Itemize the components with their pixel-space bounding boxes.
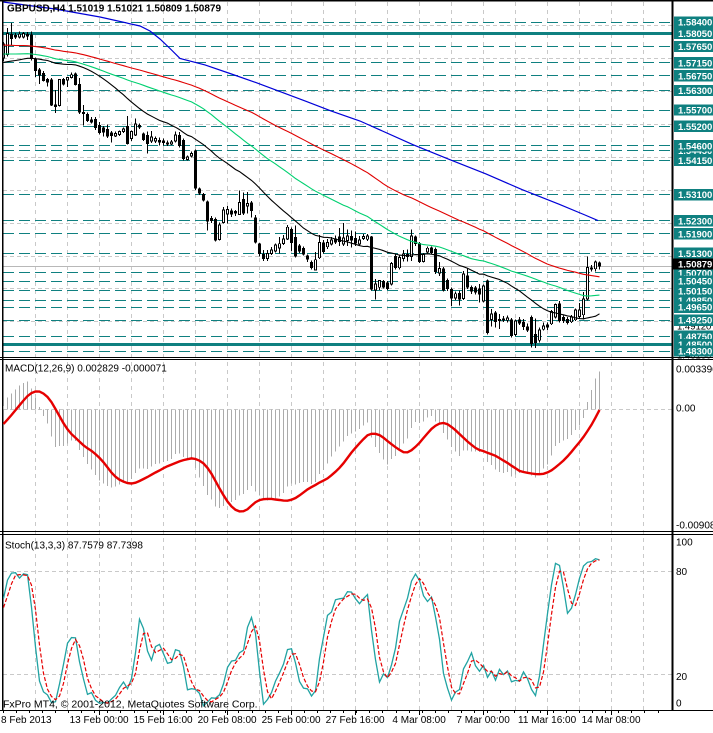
svg-text:100: 100	[676, 538, 693, 549]
svg-text:7 Mar 00:00: 7 Mar 00:00	[456, 715, 510, 726]
svg-text:8 Feb 2013: 8 Feb 2013	[1, 715, 52, 726]
svg-text:1.53100: 1.53100	[678, 190, 712, 201]
svg-text:1.58050: 1.58050	[678, 29, 712, 40]
svg-text:0.00: 0.00	[676, 404, 696, 415]
svg-text:1.49120: 1.49120	[677, 322, 711, 333]
svg-text:-0.00908: -0.00908	[676, 521, 713, 532]
svg-text:1.54450: 1.54450	[678, 146, 712, 157]
svg-text:1.55200: 1.55200	[678, 122, 712, 133]
svg-text:1.52300: 1.52300	[678, 216, 712, 227]
svg-text:0: 0	[676, 699, 682, 710]
svg-text:1.56300: 1.56300	[678, 86, 712, 97]
svg-text:1.56750: 1.56750	[678, 71, 712, 82]
svg-text:1.49650: 1.49650	[678, 303, 712, 314]
svg-text:80: 80	[676, 567, 688, 578]
svg-text:1.58400: 1.58400	[678, 18, 712, 29]
svg-text:11 Mar 16:00: 11 Mar 16:00	[518, 715, 577, 726]
svg-text:1.57650: 1.57650	[678, 42, 712, 53]
svg-text:1.50450: 1.50450	[678, 277, 712, 288]
svg-text:1.51900: 1.51900	[678, 229, 712, 240]
svg-text:20 Feb 08:00: 20 Feb 08:00	[198, 715, 257, 726]
svg-text:4 Mar 08:00: 4 Mar 08:00	[392, 715, 446, 726]
svg-text:1.55700: 1.55700	[678, 106, 712, 117]
svg-text:25 Feb 00:00: 25 Feb 00:00	[262, 715, 321, 726]
svg-text:1.50700: 1.50700	[678, 268, 712, 279]
svg-text:15 Feb 16:00: 15 Feb 16:00	[134, 715, 193, 726]
svg-text:1.48750: 1.48750	[678, 332, 712, 343]
svg-text:20: 20	[676, 672, 688, 683]
svg-text:MACD(12,26,9) 0.002829 -0.0000: MACD(12,26,9) 0.002829 -0.000071	[5, 364, 167, 375]
svg-text:1.54600: 1.54600	[678, 141, 712, 152]
svg-text:1.51300: 1.51300	[678, 249, 712, 260]
svg-text:1.49250: 1.49250	[678, 316, 712, 327]
svg-text:1.50150: 1.50150	[678, 286, 712, 297]
svg-text:27 Feb 16:00: 27 Feb 16:00	[326, 715, 385, 726]
svg-text:1.54150: 1.54150	[678, 156, 712, 167]
svg-text:1.48300: 1.48300	[678, 347, 712, 358]
svg-text:14 Mar 08:00: 14 Mar 08:00	[582, 715, 641, 726]
svg-text:FxPro MT4, © 2001-2012, MetaQ: FxPro MT4, © 2001-2012, MetaQuotes Softw…	[3, 699, 258, 711]
svg-text:1.57150: 1.57150	[678, 58, 712, 69]
svg-text:1.50879: 1.50879	[678, 260, 712, 271]
svg-text:0.003396: 0.003396	[676, 365, 713, 376]
svg-text:Stoch(13,3,3) 87.7579 87.7398: Stoch(13,3,3) 87.7579 87.7398	[5, 541, 143, 552]
svg-text:GBPUSD,H4 1.51019 1.51021 1.5: GBPUSD,H4 1.51019 1.51021 1.50809 1.5087…	[7, 4, 221, 15]
svg-text:13 Feb 00:00: 13 Feb 00:00	[70, 715, 129, 726]
